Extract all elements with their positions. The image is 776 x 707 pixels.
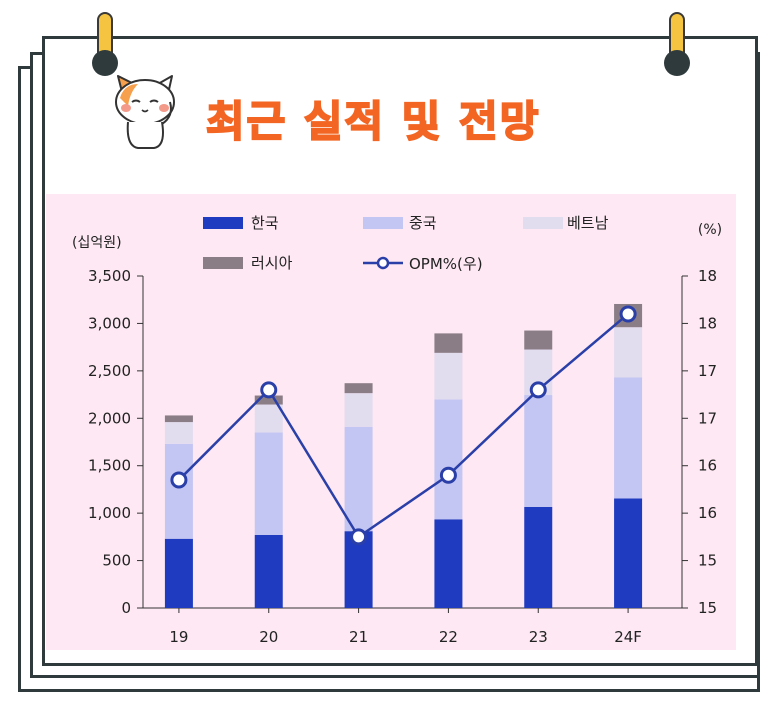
opm-point [170,471,188,489]
opm-line [178,312,629,539]
binder-clip-left-icon [92,12,118,76]
x-tick-label: 23 [529,628,548,646]
x-tick-label: 20 [259,628,278,646]
bar-segment [614,377,643,499]
y2-tick-label: 15 [698,599,717,617]
page-title: 최근 실적 및 전망 [205,96,541,147]
y-axis-label: (십억원) [72,235,122,251]
legend-label-china: 중국 [409,214,437,232]
y2-tick-label: 18 [698,314,717,332]
y-tick-label: 1,000 [88,504,131,522]
y-tick-label: 3,000 [88,314,131,332]
y-tick-label: 2,500 [88,362,131,380]
opm-point [529,381,547,399]
y2-axis-label: (%) [698,222,722,238]
bar-segment [344,383,373,394]
y2-tick-label: 15 [698,552,717,570]
bar-segment [164,422,193,444]
combo-chart: 한국 중국 베트남 러시아 OPM%(우) (십억원) (%) 0 500 1,00… [72,214,722,646]
bar-segment [344,393,373,427]
bar-segment [524,330,553,350]
legend-swatch-china [363,217,403,229]
bar-segment [164,538,193,608]
y-tick-label: 500 [102,552,131,570]
cat-mascot-icon [115,75,175,149]
bar-segment [164,415,193,423]
bar-segment [164,443,193,539]
y2-tick-label: 18 [698,267,717,285]
bar-segment [254,395,283,405]
bar-segment [614,327,643,378]
opm-point [350,528,368,546]
x-tick-label: 19 [169,628,188,646]
bar-segment [254,404,283,433]
bar-segment [434,399,463,520]
opm-point [260,381,278,399]
bar-segment [434,333,463,353]
x-tick-label: 21 [349,628,368,646]
y2-tick-label: 16 [698,504,717,522]
y-tick-label: 2,000 [88,409,131,427]
x-tick-label: 22 [439,628,458,646]
bar-segment [254,432,283,535]
legend-marker-opm [376,256,390,270]
legend-label-korea: 한국 [251,214,279,232]
bar-segment [524,506,553,608]
bar-segment [524,395,553,507]
x-tick-label: 24F [614,628,642,646]
chart-panel: 한국 중국 베트남 러시아 OPM%(우) (십억원) (%) 0 500 1,00… [46,194,736,650]
legend-label-vietnam: 베트남 [567,214,609,232]
y-tick-label: 0 [121,599,131,617]
y-tick-label: 1,500 [88,457,131,475]
opm-point [439,466,457,484]
y2-tick-label: 17 [698,409,717,427]
legend-label-opm: OPM%(우) [409,255,483,273]
bar-segment [344,426,373,532]
legend-label-russia: 러시아 [251,254,293,272]
y-tick-label: 3,500 [88,267,131,285]
legend-swatch-vietnam [523,217,563,229]
y2-tick-label: 16 [698,457,717,475]
legend-swatch-russia [203,257,243,269]
opm-point [619,305,637,323]
bar-segment [434,519,463,608]
bar-segment [254,534,283,608]
y2-tick-label: 17 [698,362,717,380]
bar-segment [434,352,463,400]
binder-clip-right-icon [664,12,690,76]
legend-swatch-korea [203,217,243,229]
bar-segment [614,498,643,608]
legend: 한국 중국 베트남 러시아 OPM%(우) [203,214,609,273]
